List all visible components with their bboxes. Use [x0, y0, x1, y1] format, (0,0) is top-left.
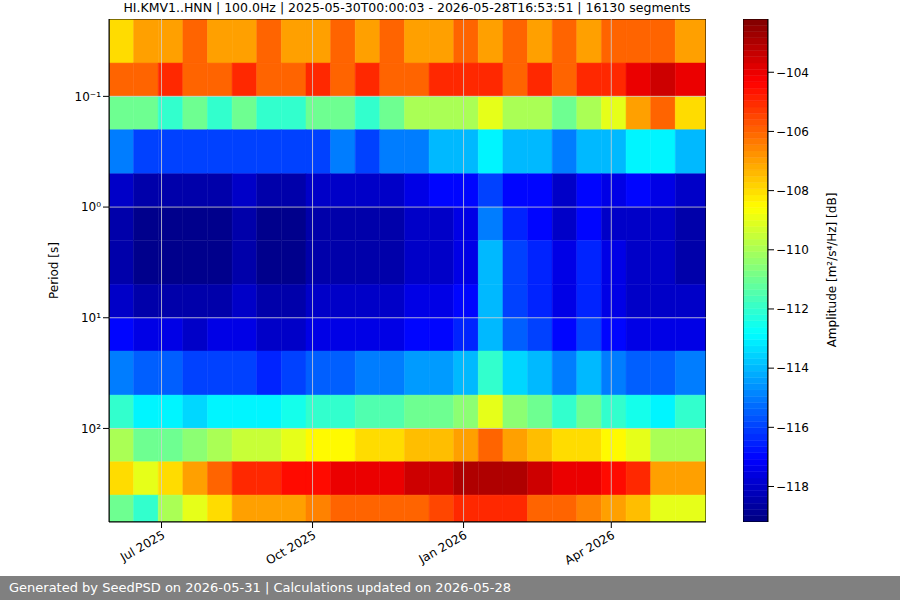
svg-text:−112: −112 [776, 302, 809, 316]
svg-text:Jan 2026: Jan 2026 [416, 528, 470, 567]
svg-text:−114: −114 [776, 361, 809, 375]
svg-text:−108: −108 [776, 184, 809, 198]
html-text:HI.KMV1..HNN | 100.0Hz | 2025-: HI.KMV1..HNN | 100.0Hz | 2025-05-30T00:0… [123, 0, 691, 15]
svg-text:−106: −106 [776, 125, 809, 139]
svg-text:10²: 10² [81, 422, 101, 436]
html-text:Generated by SeedPSD on 2026-0: Generated by SeedPSD on 2026-05-31 | Cal… [9, 580, 511, 595]
svg-text:−110: −110 [776, 243, 809, 257]
svg-text:−118: −118 [776, 480, 809, 494]
svg-text:10¹: 10¹ [81, 311, 101, 325]
svg-text:−116: −116 [776, 421, 809, 435]
svg-text:Jul 2025: Jul 2025 [117, 528, 167, 565]
svg-text:10⁰: 10⁰ [81, 200, 101, 214]
svg-text:Apr 2026: Apr 2026 [562, 528, 617, 568]
svg-text:Oct 2025: Oct 2025 [264, 528, 319, 568]
svg-text:10⁻¹: 10⁻¹ [75, 90, 102, 104]
html-text:Amplitude [m²/s⁴/Hz] [dB]: Amplitude [m²/s⁴/Hz] [dB] [825, 192, 839, 348]
svg-text:Period [s]: Period [s] [47, 242, 61, 299]
svg-text:−104: −104 [776, 66, 809, 80]
